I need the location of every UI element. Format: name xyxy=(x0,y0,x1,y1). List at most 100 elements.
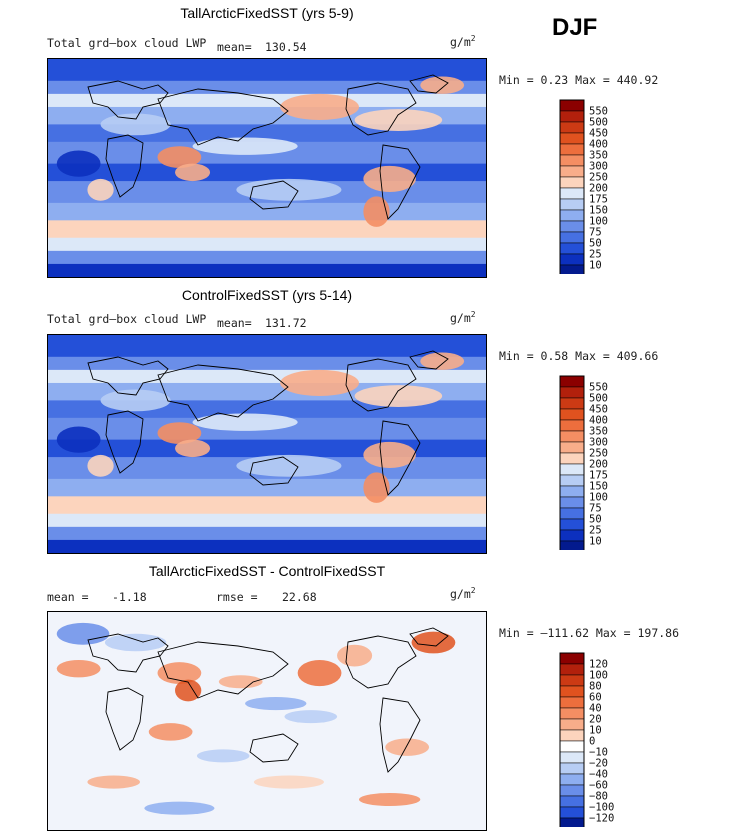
field-blob xyxy=(253,775,324,789)
colorbar-frame xyxy=(559,652,585,827)
field-blob xyxy=(56,659,101,678)
colorbar-swatch xyxy=(559,408,585,421)
panel-1-units: g/m2 xyxy=(450,34,476,49)
season-label: DJF xyxy=(552,14,598,41)
coastline xyxy=(249,456,299,486)
colorbar-swatch xyxy=(559,762,585,775)
colorbar-swatch xyxy=(559,795,585,808)
colorbar-swatch xyxy=(559,253,585,266)
coastline xyxy=(345,82,417,136)
colorbar-level-label: −20 xyxy=(589,758,608,770)
coastline xyxy=(87,633,169,673)
field-blob xyxy=(385,738,430,756)
coastline xyxy=(87,356,169,396)
field-blob xyxy=(284,710,338,724)
colorbar-level-label: −120 xyxy=(589,813,614,825)
field-blob xyxy=(354,385,443,407)
colorbar-level-label: 200 xyxy=(589,459,608,471)
coastline xyxy=(87,80,169,120)
field-blob xyxy=(175,679,202,702)
field-blob xyxy=(192,137,298,155)
colorbar-level-label: −100 xyxy=(589,802,614,814)
panel-1-colorbar: 5505004504003503002502001751501007550251… xyxy=(559,99,608,274)
panel-2-title: ControlFixedSST (yrs 5-14) xyxy=(181,287,353,303)
panel-3-rmse-value: 22.68 xyxy=(282,590,317,604)
colorbar-swatch xyxy=(559,463,585,476)
field-band xyxy=(48,163,486,182)
field-blob xyxy=(420,76,465,94)
panel-2-colorbar: 5505004504003503002502001751501007550251… xyxy=(559,375,608,550)
colorbar-level-label: −80 xyxy=(589,791,608,803)
colorbar-swatch xyxy=(559,707,585,720)
field-band xyxy=(48,439,486,458)
field-blob xyxy=(420,352,465,370)
panel-3-title: TallArcticFixedSST - ControlFixedSST xyxy=(148,563,386,579)
panel-2-heatmap xyxy=(47,334,487,554)
colorbar-level-label: 80 xyxy=(589,681,602,693)
colorbar-swatch xyxy=(559,685,585,698)
colorbar-swatch xyxy=(559,507,585,520)
colorbar-level-label: 20 xyxy=(589,714,602,726)
colorbar-swatch xyxy=(559,740,585,753)
colorbar-level-label: 350 xyxy=(589,150,608,162)
colorbar-level-label: 250 xyxy=(589,172,608,184)
coastline xyxy=(157,641,289,699)
field-blob xyxy=(56,622,110,645)
field-blob xyxy=(104,633,167,652)
colorbar-level-label: 300 xyxy=(589,437,608,449)
field-blob xyxy=(100,113,171,136)
coastline xyxy=(345,635,417,689)
field-blob xyxy=(100,389,171,412)
colorbar-swatch xyxy=(559,773,585,786)
panel-3-mean-label: mean = xyxy=(47,590,89,604)
panel-3-mean-value: -1.18 xyxy=(112,590,147,604)
colorbar-level-label: 25 xyxy=(589,525,602,537)
colorbar-level-label: 500 xyxy=(589,117,608,129)
field-band xyxy=(48,335,486,358)
colorbar-swatch xyxy=(559,209,585,222)
colorbar-swatch xyxy=(559,441,585,454)
panel-2-min-max: Min = 0.58 Max = 409.66 xyxy=(499,349,659,363)
colorbar-level-label: 150 xyxy=(589,205,608,217)
colorbar-swatch xyxy=(559,806,585,819)
field-blob xyxy=(363,196,390,227)
colorbar-swatch xyxy=(559,518,585,531)
panel-3-rmse-label: rmse = xyxy=(216,590,258,604)
colorbar-level-label: −60 xyxy=(589,780,608,792)
field-blob xyxy=(280,369,359,397)
field-band xyxy=(48,496,486,515)
colorbar-swatch xyxy=(559,143,585,156)
coastline xyxy=(409,350,449,370)
field-blob xyxy=(354,109,443,131)
colorbar-level-label: 60 xyxy=(589,692,602,704)
colorbar-swatch xyxy=(559,430,585,443)
colorbar-swatch xyxy=(559,121,585,134)
colorbar-level-label: 450 xyxy=(589,404,608,416)
field-blob xyxy=(192,413,298,431)
field-blob xyxy=(245,697,307,711)
colorbar-swatch xyxy=(559,264,585,274)
colorbar-swatch xyxy=(559,231,585,244)
colorbar-swatch xyxy=(559,751,585,764)
colorbar-level-label: 200 xyxy=(589,183,608,195)
field-band xyxy=(48,478,486,497)
field-blob xyxy=(280,93,359,121)
field-band xyxy=(48,202,486,221)
colorbar-level-label: 100 xyxy=(589,492,608,504)
colorbar-level-label: 300 xyxy=(589,161,608,173)
field-blob xyxy=(148,723,193,741)
colorbar-level-label: 100 xyxy=(589,216,608,228)
field-blob xyxy=(363,472,390,503)
colorbar-level-label: 50 xyxy=(589,238,602,250)
colorbar-level-label: 40 xyxy=(589,703,602,715)
panel-1-title: TallArcticFixedSST (yrs 5-9) xyxy=(180,5,354,21)
colorbar-swatch xyxy=(559,154,585,167)
field-band xyxy=(48,263,486,277)
colorbar-swatch xyxy=(559,540,585,550)
colorbar-level-label: 175 xyxy=(589,470,608,482)
colorbar-swatch xyxy=(559,729,585,742)
colorbar-level-label: 400 xyxy=(589,415,608,427)
colorbar-frame xyxy=(559,99,585,274)
coastline xyxy=(105,410,144,474)
colorbar-swatch xyxy=(559,652,585,665)
